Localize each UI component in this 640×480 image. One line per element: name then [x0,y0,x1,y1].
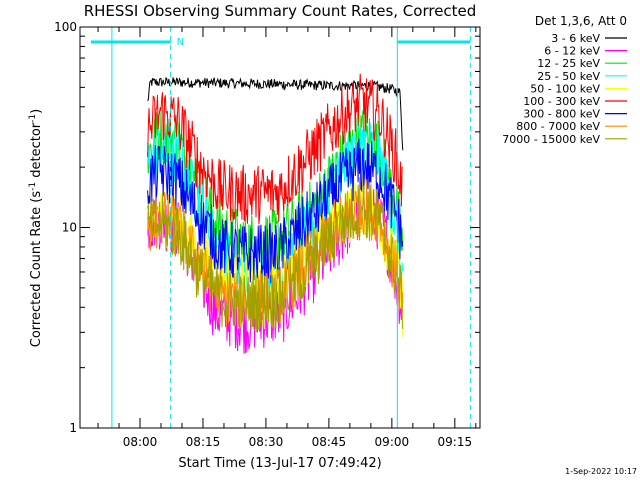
legend-label: 100 - 300 keV [523,95,600,108]
legend-label: 6 - 12 keV [544,45,600,58]
legend-label: 800 - 7000 keV [516,120,600,133]
legend-label: 50 - 100 keV [530,82,600,95]
y-axis-label: Corrected Count Rate (s-1 detector-1) [28,109,44,347]
chart-title: RHESSI Observing Summary Count Rates, Co… [84,2,477,20]
legend-label: 25 - 50 keV [537,70,600,83]
x-tick-label: 08:30 [249,435,284,449]
legend-label: 300 - 800 keV [523,108,600,121]
y-axis-label-mid: detector [29,122,44,182]
y-axis-label-sup2: -1 [28,114,38,123]
svg-text:Corrected Count Rate (s-1 dete: Corrected Count Rate (s-1 detector-1) [28,109,44,347]
series-line [147,73,404,225]
y-axis-label-main: Corrected Count Rate (s [29,191,44,348]
y-axis-label-sup1: -1 [28,182,38,191]
footer-timestamp: 1-Sep-2022 10:17 [565,467,637,476]
series-line [147,138,404,285]
y-tick-label: 1 [69,421,77,435]
x-tick-label: 08:15 [186,435,221,449]
legend-label: 3 - 6 keV [551,32,600,45]
y-tick-label: 100 [54,20,77,34]
night-label: N [177,37,184,48]
legend-label: 12 - 25 keV [537,57,600,70]
x-tick-label: 09:15 [438,435,473,449]
plot-area: N 08:00 08:15 08:30 08:45 09:00 09:15 1 10 100 [54,20,481,449]
x-tick-label: 08:00 [123,435,158,449]
x-tick-label: 08:45 [312,435,347,449]
legend-label: 7000 - 15000 keV [502,133,600,146]
y-tick-label: 10 [62,221,77,235]
y-axis-label-end: ) [29,109,44,114]
x-axis-label: Start Time (13-Jul-17 07:49:42) [178,456,381,471]
x-tick-label: 09:00 [375,435,410,449]
legend-header: Det 1,3,6, Att 0 [535,14,627,28]
series-line [147,184,404,333]
series-line [147,177,404,329]
